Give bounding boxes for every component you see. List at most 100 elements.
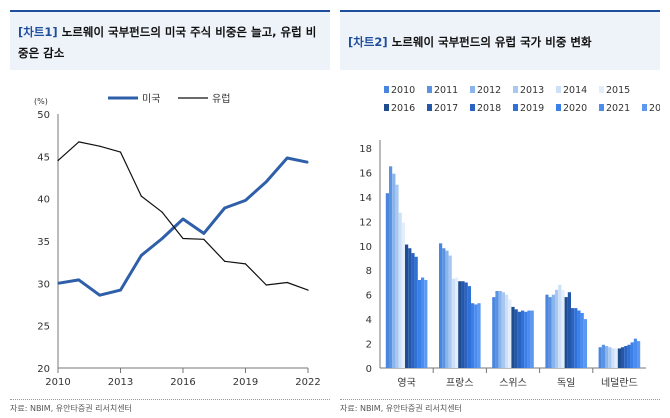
legend-swatch-2016 xyxy=(384,104,389,111)
bar-독일-2020 xyxy=(577,310,581,368)
bar-독일-2011 xyxy=(548,297,552,368)
left-chart-panel: [차트1] 노르웨이 국부펀드의 미국 주식 비중은 늘고, 유럽 비중은 감소… xyxy=(10,10,330,414)
series-line-유럽 xyxy=(57,141,309,291)
bar-영국-2019 xyxy=(414,256,418,368)
right-chart-title: [차트2] 노르웨이 국부펀드의 유럽 국가 비중 변화 xyxy=(348,32,652,53)
data-point-유럽 xyxy=(140,195,142,197)
bar-프랑스-2013 xyxy=(448,255,452,368)
legend-label-2015: 2015 xyxy=(606,85,630,96)
bar-독일-2022 xyxy=(583,319,587,368)
legend-label-2011: 2011 xyxy=(434,85,458,96)
left-chart-title-text: 노르웨이 국부펀드의 미국 주식 비중은 늘고, 유럽 비중은 감소 xyxy=(18,25,317,60)
bar-프랑스-2012 xyxy=(445,250,449,368)
legend-swatch-2018 xyxy=(470,104,475,111)
y-tick-label: 6 xyxy=(366,291,372,302)
bar-독일-2021 xyxy=(580,313,584,368)
legend-swatch-2013 xyxy=(513,86,518,93)
data-point-유럽 xyxy=(244,263,247,265)
bar-네덜란드-2017 xyxy=(621,347,625,368)
y-tick-label: 35 xyxy=(37,237,50,248)
data-point-유럽 xyxy=(119,151,122,153)
bar-영국-2013 xyxy=(395,184,399,368)
bar-영국-2022 xyxy=(424,280,428,368)
bar-독일-2018 xyxy=(571,308,575,368)
x-tick-label: 2016 xyxy=(170,377,195,388)
data-point-미국 xyxy=(161,237,163,240)
bar-네덜란드-2019 xyxy=(627,344,631,368)
legend-swatch-2011 xyxy=(427,86,432,93)
right-chart-title-text: 노르웨이 국부펀드의 유럽 국가 비중 변화 xyxy=(391,35,592,49)
bar-네덜란드-2010 xyxy=(598,347,602,368)
data-point-미국 xyxy=(224,207,226,209)
bar-프랑스-2020 xyxy=(471,303,475,368)
data-point-유럽 xyxy=(99,145,101,147)
left-chart-tag: [차트1] xyxy=(18,25,58,39)
bar-chart: 0 2 4 6 8 10 12 14 16 18 영국 프랑스 스위스 독일 네덜란드 2010 2011 201… xyxy=(359,85,660,388)
y-tick-label: 45 xyxy=(37,152,50,163)
legend-label-2014: 2014 xyxy=(563,85,587,96)
data-point-유럽 xyxy=(57,159,59,162)
left-chart-title: [차트1] 노르웨이 국부펀드의 미국 주식 비중은 늘고, 유럽 비중은 감소 xyxy=(18,22,322,64)
data-point-미국 xyxy=(78,279,80,281)
left-source-divider xyxy=(10,399,330,400)
data-point-유럽 xyxy=(203,238,205,240)
x-tick-label: 2022 xyxy=(295,377,320,388)
bar-스위스-2011 xyxy=(495,291,499,368)
right-chart-header: [차트2] 노르웨이 국부펀드의 유럽 국가 비중 변화 xyxy=(340,10,660,70)
data-point-미국 xyxy=(57,282,59,284)
legend-label-2018: 2018 xyxy=(477,103,501,114)
bar-영국-2017 xyxy=(408,248,412,368)
legend-label-2021: 2021 xyxy=(606,103,630,114)
bar-네덜란드-2018 xyxy=(624,346,628,368)
bar-네덜란드-2011 xyxy=(601,344,605,368)
bar-스위스-2015 xyxy=(508,299,512,368)
legend-label-2016: 2016 xyxy=(391,103,415,114)
bar-영국-2016 xyxy=(405,244,409,368)
bar-영국-2018 xyxy=(411,253,415,368)
bar-프랑스-2018 xyxy=(464,282,468,368)
bar-스위스-2021 xyxy=(527,310,531,368)
bar-네덜란드-2014 xyxy=(611,348,615,368)
data-point-미국 xyxy=(119,289,122,291)
bar-스위스-2013 xyxy=(501,292,505,368)
bar-영국-2014 xyxy=(398,212,402,368)
data-point-미국 xyxy=(265,181,267,183)
left-chart-header: [차트1] 노르웨이 국부펀드의 미국 주식 비중은 늘고, 유럽 비중은 감소 xyxy=(10,10,330,70)
legend-swatch-2012 xyxy=(470,86,475,93)
y-tick-label: 14 xyxy=(359,193,372,204)
legend-swatch-2021 xyxy=(599,104,604,111)
data-point-유럽 xyxy=(78,141,80,143)
bar-영국-2015 xyxy=(401,222,405,368)
y-tick-label: 20 xyxy=(37,364,50,375)
left-source: 자료: NBIM, 유안타증권 리서치센터 xyxy=(10,404,132,413)
category-label: 영국 xyxy=(397,377,415,388)
legend-label-미국: 미국 xyxy=(142,93,160,105)
bar-스위스-2020 xyxy=(524,311,528,368)
bar-영국-2011 xyxy=(389,166,393,368)
legend-label-2012: 2012 xyxy=(477,85,501,96)
data-point-미국 xyxy=(307,161,309,163)
category-label: 스위스 xyxy=(499,376,527,388)
bar-프랑스-2021 xyxy=(474,304,478,368)
bar-스위스-2016 xyxy=(511,306,515,368)
legend-label-2013: 2013 xyxy=(520,85,544,96)
data-point-유럽 xyxy=(224,260,226,262)
data-point-미국 xyxy=(140,254,142,256)
bar-독일-2010 xyxy=(545,294,549,368)
bar-네덜란드-2016 xyxy=(617,348,621,368)
data-point-유럽 xyxy=(307,289,309,291)
bar-프랑스-2015 xyxy=(455,277,459,368)
bar-스위스-2019 xyxy=(521,310,525,368)
data-point-유럽 xyxy=(286,281,288,284)
category-label: 프랑스 xyxy=(446,377,474,388)
bar-스위스-2010 xyxy=(492,297,496,368)
y-tick-label: 8 xyxy=(366,266,372,277)
y-tick-label: 50 xyxy=(37,110,50,121)
y-tick-label: 4 xyxy=(366,315,372,326)
y-tick-label: 2 xyxy=(366,340,372,351)
y-tick-label: 18 xyxy=(359,144,372,155)
bar-영국-2010 xyxy=(385,193,389,368)
bar-네덜란드-2012 xyxy=(605,346,609,368)
bar-프랑스-2011 xyxy=(442,248,446,368)
bar-독일-2015 xyxy=(561,289,565,368)
